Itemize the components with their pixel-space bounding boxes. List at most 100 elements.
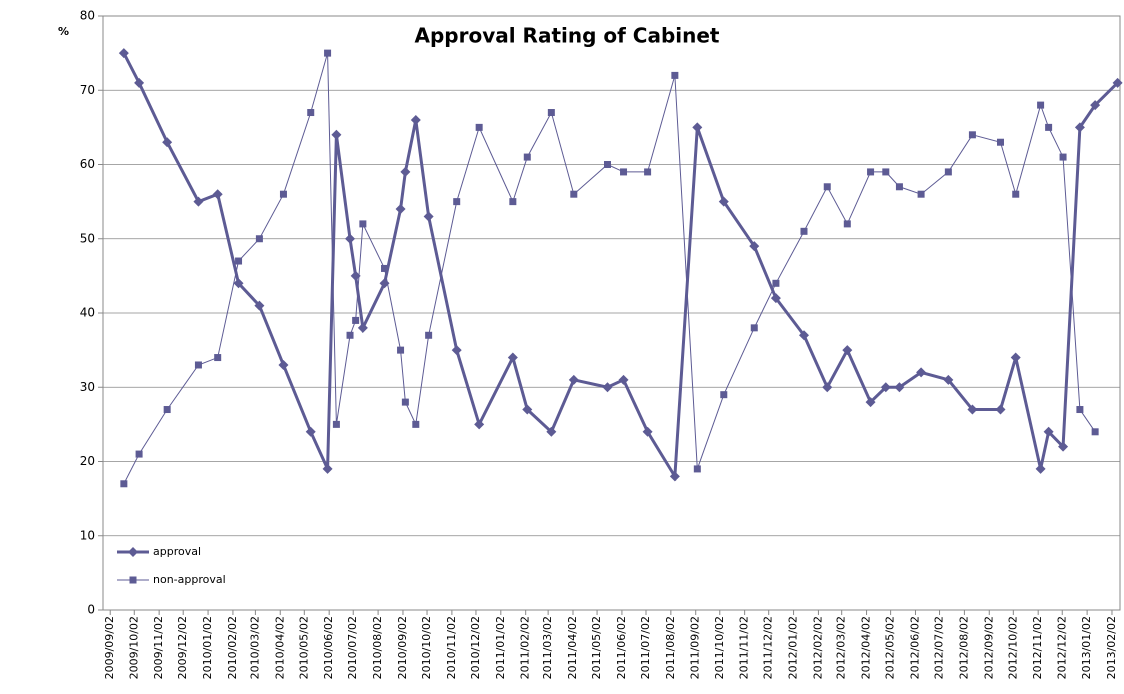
data-point xyxy=(895,183,903,191)
data-point xyxy=(1035,463,1046,474)
data-point xyxy=(772,279,780,287)
data-point xyxy=(968,131,976,139)
data-point xyxy=(1059,153,1067,161)
data-point xyxy=(453,198,461,206)
x-tick-label: 2011/03/02 xyxy=(541,616,554,679)
data-point xyxy=(120,480,128,488)
x-tick-label: 2010/12/02 xyxy=(469,616,482,679)
x-tick-label: 2012/12/02 xyxy=(1055,616,1068,679)
data-point xyxy=(1043,426,1054,437)
data-point xyxy=(212,189,223,200)
data-point xyxy=(642,426,653,437)
data-point xyxy=(397,346,405,354)
data-point xyxy=(134,77,145,88)
data-point xyxy=(350,270,361,281)
x-tick-label: 2010/08/02 xyxy=(371,616,384,679)
y-tick-label: 80 xyxy=(80,9,95,23)
x-tick-label: 2010/01/02 xyxy=(201,616,214,679)
data-point xyxy=(307,109,315,117)
data-point xyxy=(322,463,333,474)
data-point xyxy=(996,138,1004,146)
x-tick-label: 2010/10/02 xyxy=(420,616,433,679)
x-tick-label: 2011/05/02 xyxy=(590,616,603,679)
legend-label: non-approval xyxy=(153,573,226,586)
x-tick-label: 2011/09/02 xyxy=(689,616,702,679)
x-tick-label: 2010/05/02 xyxy=(297,616,310,679)
y-tick-label: 50 xyxy=(80,231,95,245)
x-tick-label: 2011/04/02 xyxy=(566,616,579,679)
data-point xyxy=(522,404,533,415)
data-point xyxy=(345,233,356,244)
x-tick-label: 2013/02/02 xyxy=(1105,616,1118,679)
data-point xyxy=(570,190,578,198)
data-point xyxy=(603,161,611,168)
data-point xyxy=(944,168,952,176)
y-tick-label: 30 xyxy=(80,380,95,394)
x-tick-label: 2011/06/02 xyxy=(615,616,628,679)
data-point xyxy=(669,471,680,482)
data-point xyxy=(917,190,925,198)
chart-title: Approval Rating of Cabinet xyxy=(414,24,719,48)
x-tick-label: 2010/03/02 xyxy=(248,616,261,679)
data-point xyxy=(770,293,781,304)
data-point xyxy=(620,168,628,176)
x-tick-label: 2009/12/02 xyxy=(176,616,189,679)
data-point xyxy=(718,196,729,207)
x-tick-label: 2013/01/02 xyxy=(1080,616,1093,679)
data-point xyxy=(233,278,244,289)
data-point xyxy=(254,300,265,311)
legend-marker xyxy=(129,576,137,584)
x-tick-label: 2009/11/02 xyxy=(152,616,165,679)
data-point xyxy=(474,419,485,430)
data-point xyxy=(118,48,129,59)
data-point xyxy=(255,235,263,243)
data-point xyxy=(800,227,808,235)
data-point xyxy=(1045,123,1053,131)
x-tick-label: 2011/07/02 xyxy=(639,616,652,679)
data-point xyxy=(916,367,927,378)
data-point xyxy=(352,316,360,324)
data-point xyxy=(509,198,517,206)
data-point xyxy=(1058,441,1069,452)
x-tick-label: 2012/01/02 xyxy=(787,616,800,679)
data-point xyxy=(547,109,555,117)
data-point xyxy=(305,426,316,437)
data-point xyxy=(324,49,332,57)
data-point xyxy=(214,354,222,362)
data-point xyxy=(671,71,679,79)
data-point xyxy=(279,190,287,198)
data-point xyxy=(843,220,851,228)
data-point xyxy=(523,153,531,161)
x-tick-label: 2012/07/02 xyxy=(933,616,946,679)
data-point xyxy=(135,450,143,458)
data-point xyxy=(894,382,905,393)
x-tick-label: 2012/06/02 xyxy=(908,616,921,679)
x-tick-label: 2012/04/02 xyxy=(860,616,873,679)
data-point xyxy=(278,359,289,370)
data-point xyxy=(400,166,411,177)
data-point xyxy=(995,404,1006,415)
data-point xyxy=(359,220,367,228)
data-point xyxy=(967,404,978,415)
data-point xyxy=(943,374,954,385)
data-point xyxy=(401,398,409,406)
data-point xyxy=(1037,101,1045,109)
y-tick-label: 20 xyxy=(80,454,95,468)
data-point xyxy=(410,114,421,125)
data-point xyxy=(692,122,703,133)
data-point xyxy=(822,382,833,393)
data-point xyxy=(1076,406,1084,414)
data-point xyxy=(423,211,434,222)
x-tick-label: 2012/08/02 xyxy=(957,616,970,679)
x-tick-label: 2012/09/02 xyxy=(982,616,995,679)
data-point xyxy=(798,330,809,341)
x-tick-label: 2011/01/02 xyxy=(494,616,507,679)
data-point xyxy=(163,406,171,414)
data-point xyxy=(1012,190,1020,198)
data-point xyxy=(823,183,831,191)
data-point xyxy=(842,345,853,356)
data-point xyxy=(507,352,518,363)
data-point xyxy=(568,374,579,385)
x-tick-label: 2012/05/02 xyxy=(884,616,897,679)
